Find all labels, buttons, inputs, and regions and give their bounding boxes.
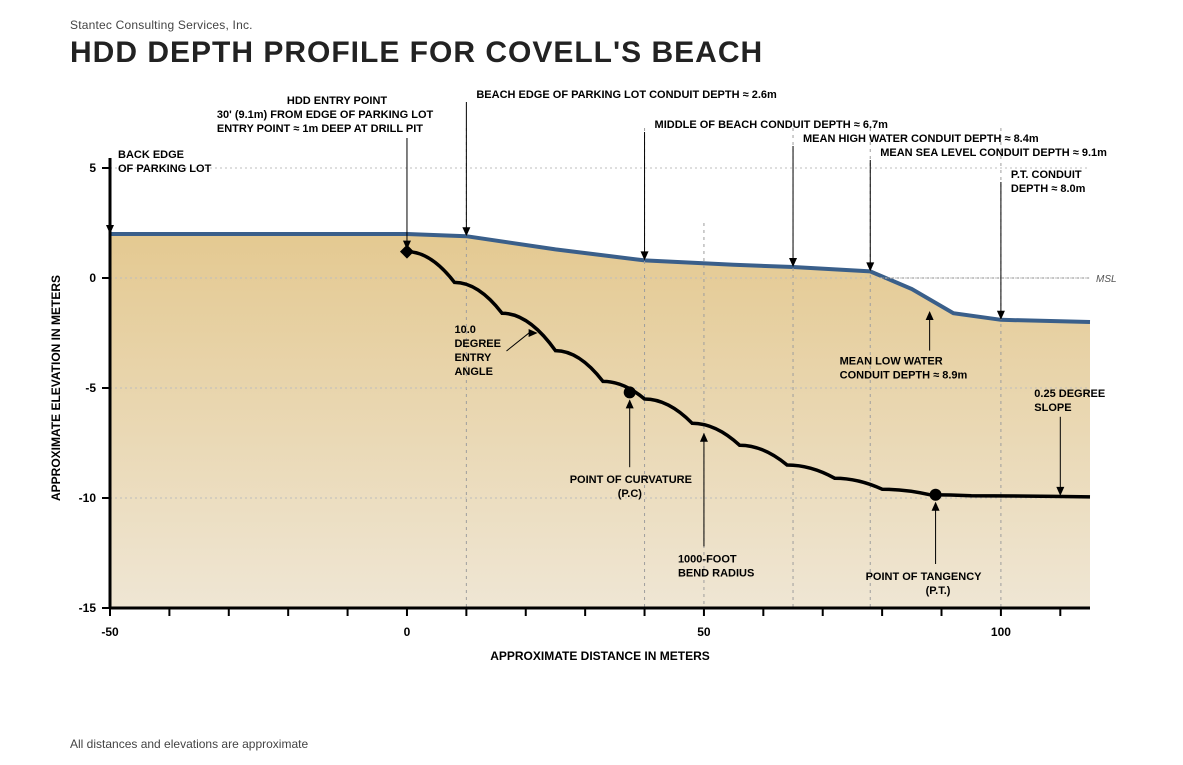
depth-profile-chart: MSL-15-10-505-50050100APPROXIMATE DISTAN… (30, 78, 1130, 698)
svg-text:-50: -50 (101, 625, 119, 639)
svg-text:SLOPE: SLOPE (1034, 402, 1071, 414)
svg-text:MSL: MSL (1096, 274, 1117, 285)
svg-text:CONDUIT DEPTH ≈ 8.9m: CONDUIT DEPTH ≈ 8.9m (840, 370, 968, 382)
svg-text:HDD ENTRY POINT: HDD ENTRY POINT (287, 95, 388, 107)
svg-text:BEACH EDGE OF PARKING LOT COND: BEACH EDGE OF PARKING LOT CONDUIT DEPTH … (476, 89, 777, 101)
svg-text:OF PARKING LOT: OF PARKING LOT (118, 163, 212, 175)
svg-text:MEAN LOW WATER: MEAN LOW WATER (840, 356, 943, 368)
svg-text:BACK EDGE: BACK EDGE (118, 149, 184, 161)
svg-text:10.0: 10.0 (454, 324, 475, 336)
svg-text:-10: -10 (79, 491, 97, 505)
svg-text:POINT OF TANGENCY: POINT OF TANGENCY (866, 571, 983, 583)
page: Stantec Consulting Services, Inc. HDD DE… (0, 0, 1183, 765)
svg-text:30' (9.1m) FROM EDGE OF PARKIN: 30' (9.1m) FROM EDGE OF PARKING LOT (217, 109, 434, 121)
svg-text:ANGLE: ANGLE (454, 366, 493, 378)
footnote: All distances and elevations are approxi… (70, 737, 308, 751)
page-title: HDD DEPTH PROFILE FOR COVELL'S BEACH (70, 36, 1153, 70)
svg-text:MEAN SEA LEVEL CONDUIT DEPTH ≈: MEAN SEA LEVEL CONDUIT DEPTH ≈ 9.1m (880, 147, 1107, 159)
svg-text:APPROXIMATE ELEVATION IN METER: APPROXIMATE ELEVATION IN METERS (49, 275, 63, 501)
svg-text:ENTRY: ENTRY (454, 352, 492, 364)
svg-text:APPROXIMATE DISTANCE IN METERS: APPROXIMATE DISTANCE IN METERS (490, 649, 710, 663)
svg-text:DEPTH ≈ 8.0m: DEPTH ≈ 8.0m (1011, 183, 1086, 195)
svg-text:1000-FOOT: 1000-FOOT (678, 553, 737, 565)
svg-text:100: 100 (991, 625, 1011, 639)
svg-text:BEND RADIUS: BEND RADIUS (678, 567, 754, 579)
svg-text:MIDDLE OF BEACH CONDUIT DEPTH: MIDDLE OF BEACH CONDUIT DEPTH ≈ 6.7m (655, 119, 889, 131)
company-name: Stantec Consulting Services, Inc. (70, 18, 1153, 32)
svg-text:50: 50 (697, 625, 711, 639)
svg-text:(P.C): (P.C) (618, 488, 643, 500)
svg-text:ENTRY POINT ≈ 1m DEEP AT DRILL: ENTRY POINT ≈ 1m DEEP AT DRILL PIT (217, 123, 423, 135)
svg-text:-5: -5 (85, 381, 96, 395)
svg-text:0.25 DEGREE: 0.25 DEGREE (1034, 388, 1105, 400)
svg-text:DEGREE: DEGREE (454, 338, 500, 350)
svg-text:5: 5 (89, 161, 96, 175)
svg-text:POINT OF CURVATURE: POINT OF CURVATURE (570, 474, 692, 486)
svg-text:0: 0 (89, 271, 96, 285)
svg-text:(P.T.): (P.T.) (926, 585, 951, 597)
svg-text:0: 0 (404, 625, 411, 639)
svg-text:MEAN HIGH WATER CONDUIT DEPTH: MEAN HIGH WATER CONDUIT DEPTH ≈ 8.4m (803, 133, 1039, 145)
svg-text:-15: -15 (79, 601, 97, 615)
svg-text:P.T. CONDUIT: P.T. CONDUIT (1011, 169, 1082, 181)
